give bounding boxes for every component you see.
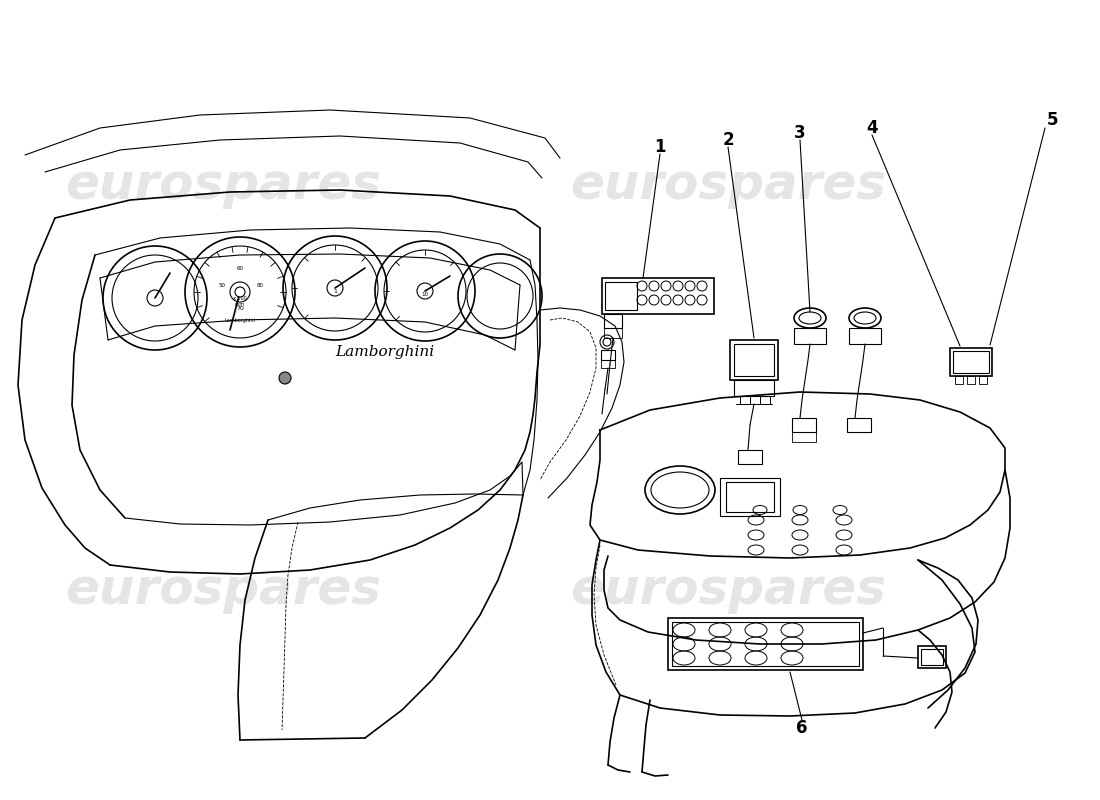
Text: 5: 5 <box>1046 111 1058 129</box>
Bar <box>668 618 864 670</box>
Text: 1: 1 <box>333 289 337 294</box>
Text: eurospares: eurospares <box>65 566 381 614</box>
Bar <box>602 278 714 314</box>
Text: 1: 1 <box>654 138 666 156</box>
Bar <box>849 328 881 344</box>
Bar <box>672 622 859 666</box>
Bar <box>604 328 622 338</box>
Bar <box>738 450 762 464</box>
Bar <box>918 646 946 668</box>
Bar <box>792 432 816 442</box>
Text: 60: 60 <box>236 266 243 271</box>
Bar <box>967 376 975 384</box>
Bar <box>734 380 774 396</box>
Bar <box>847 418 871 432</box>
Text: 2: 2 <box>723 131 734 149</box>
Text: x 100: x 100 <box>233 296 246 301</box>
Bar <box>601 360 615 368</box>
Text: 10: 10 <box>421 292 429 297</box>
Text: 3: 3 <box>794 124 806 142</box>
Text: 6: 6 <box>796 719 807 737</box>
Text: Lamborghini: Lamborghini <box>336 345 434 359</box>
Bar <box>950 348 992 376</box>
Bar <box>955 376 962 384</box>
Text: eurospares: eurospares <box>570 161 886 209</box>
Text: eurospares: eurospares <box>65 161 381 209</box>
Text: 80: 80 <box>256 283 264 288</box>
Bar <box>734 344 774 376</box>
Bar <box>953 351 989 373</box>
Text: Lamborghini: Lamborghini <box>224 318 255 323</box>
Bar <box>979 376 987 384</box>
Bar <box>604 314 622 328</box>
Text: 70: 70 <box>236 306 244 311</box>
Bar <box>720 478 780 516</box>
Bar <box>601 350 615 360</box>
Circle shape <box>235 287 245 297</box>
Bar <box>726 482 774 512</box>
Bar <box>921 649 943 665</box>
Bar <box>730 340 778 380</box>
Bar <box>792 418 816 432</box>
Bar <box>605 282 637 310</box>
Text: eurospares: eurospares <box>570 566 886 614</box>
Text: rpm: rpm <box>235 302 245 307</box>
Bar <box>794 328 826 344</box>
Circle shape <box>279 372 292 384</box>
Text: 50: 50 <box>219 283 225 288</box>
Text: 4: 4 <box>866 119 878 137</box>
